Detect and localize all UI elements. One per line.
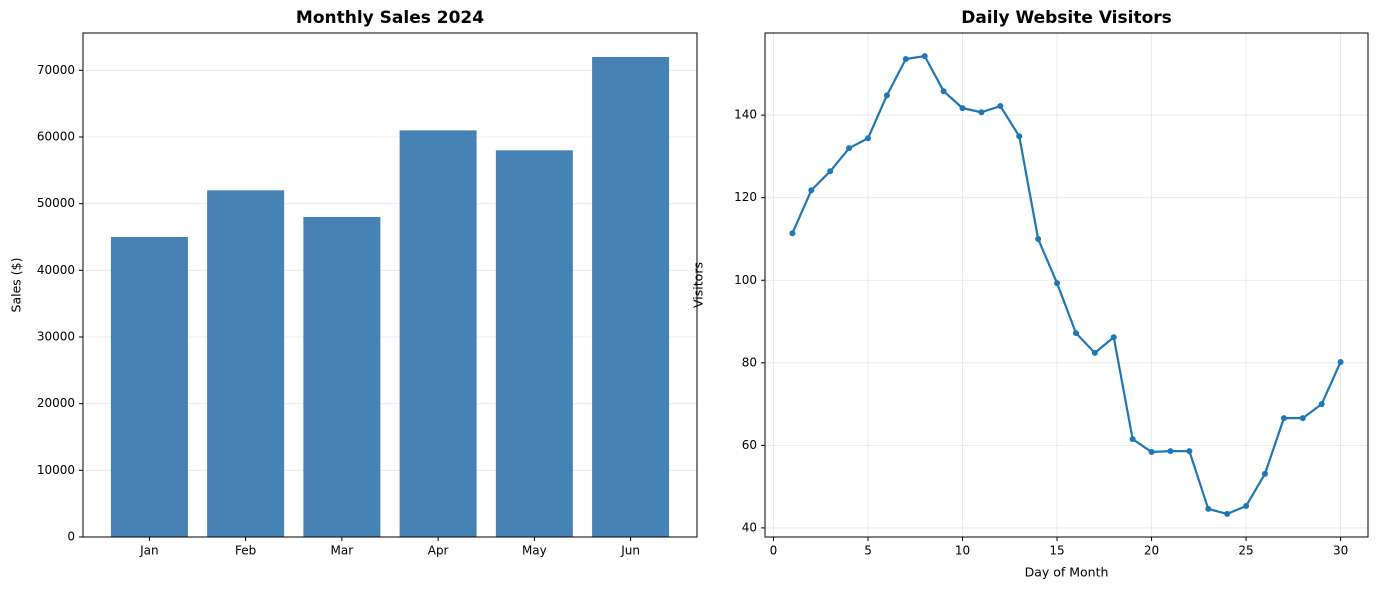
y-tick-label: 100 xyxy=(734,273,757,287)
point xyxy=(1091,349,1098,356)
x-tick-label: Feb xyxy=(235,544,256,558)
y-tick-label: 80 xyxy=(742,355,757,369)
y-tick-label: 140 xyxy=(734,108,757,122)
point xyxy=(997,103,1004,110)
x-tick-label: Apr xyxy=(428,544,449,558)
point xyxy=(865,135,872,142)
y-tick-label: 40000 xyxy=(37,263,75,277)
y-tick-label: 60000 xyxy=(37,130,75,144)
y-axis-label: Visitors xyxy=(691,262,706,308)
x-tick-label: 20 xyxy=(1144,544,1159,558)
line xyxy=(791,55,1342,515)
point xyxy=(1148,448,1155,455)
y-tick-label: 60 xyxy=(742,438,757,452)
x-tick-label: 5 xyxy=(864,544,872,558)
bar xyxy=(592,57,670,537)
point xyxy=(1318,401,1325,408)
point xyxy=(1072,330,1079,337)
point xyxy=(1035,235,1042,242)
point xyxy=(1205,505,1212,512)
point xyxy=(978,109,985,116)
point xyxy=(940,88,947,95)
bar xyxy=(303,217,381,537)
chart-title: Monthly Sales 2024 xyxy=(296,8,484,28)
bar xyxy=(110,237,188,537)
point xyxy=(1261,470,1268,477)
point xyxy=(902,56,909,63)
x-axis-label: Day of Month xyxy=(1025,565,1109,580)
y-tick-label: 0 xyxy=(67,530,75,544)
x-tick-label: Mar xyxy=(331,544,354,558)
point xyxy=(959,105,966,112)
point xyxy=(1224,510,1231,517)
point xyxy=(1243,503,1250,510)
x-tick-label: 15 xyxy=(1049,544,1064,558)
x-tick-label: May xyxy=(522,544,547,558)
y-tick-label: 20000 xyxy=(37,396,75,410)
y-tick-label: 10000 xyxy=(37,463,75,477)
bar xyxy=(399,130,477,538)
point xyxy=(1280,415,1287,422)
y-tick-label: 120 xyxy=(734,190,757,204)
x-tick-label: Jun xyxy=(620,544,640,558)
y-tick-label: 50000 xyxy=(37,196,75,210)
point xyxy=(1054,280,1061,287)
axes-frame xyxy=(82,32,698,538)
point xyxy=(808,187,815,194)
x-tick-label: 0 xyxy=(770,544,778,558)
point xyxy=(1016,133,1023,140)
point xyxy=(846,145,853,152)
x-tick-label: 10 xyxy=(955,544,970,558)
point xyxy=(789,230,796,237)
point xyxy=(883,92,890,99)
y-axis-label: Sales ($) xyxy=(9,258,24,313)
point xyxy=(1167,448,1174,455)
point xyxy=(1110,334,1117,341)
bar xyxy=(207,190,285,538)
y-tick-label: 40 xyxy=(742,520,757,534)
y-tick-label: 30000 xyxy=(37,330,75,344)
x-tick-label: 30 xyxy=(1333,544,1348,558)
chart-title: Daily Website Visitors xyxy=(961,8,1172,28)
x-tick-label: 25 xyxy=(1238,544,1253,558)
point xyxy=(921,53,928,60)
axes-frame xyxy=(764,32,1369,538)
point xyxy=(1129,436,1136,443)
point xyxy=(1299,415,1306,422)
point xyxy=(1337,358,1344,365)
point xyxy=(1186,448,1193,455)
x-tick-label: Jan xyxy=(139,544,159,558)
bar xyxy=(495,150,573,538)
y-tick-label: 70000 xyxy=(37,63,75,77)
point xyxy=(827,168,834,175)
